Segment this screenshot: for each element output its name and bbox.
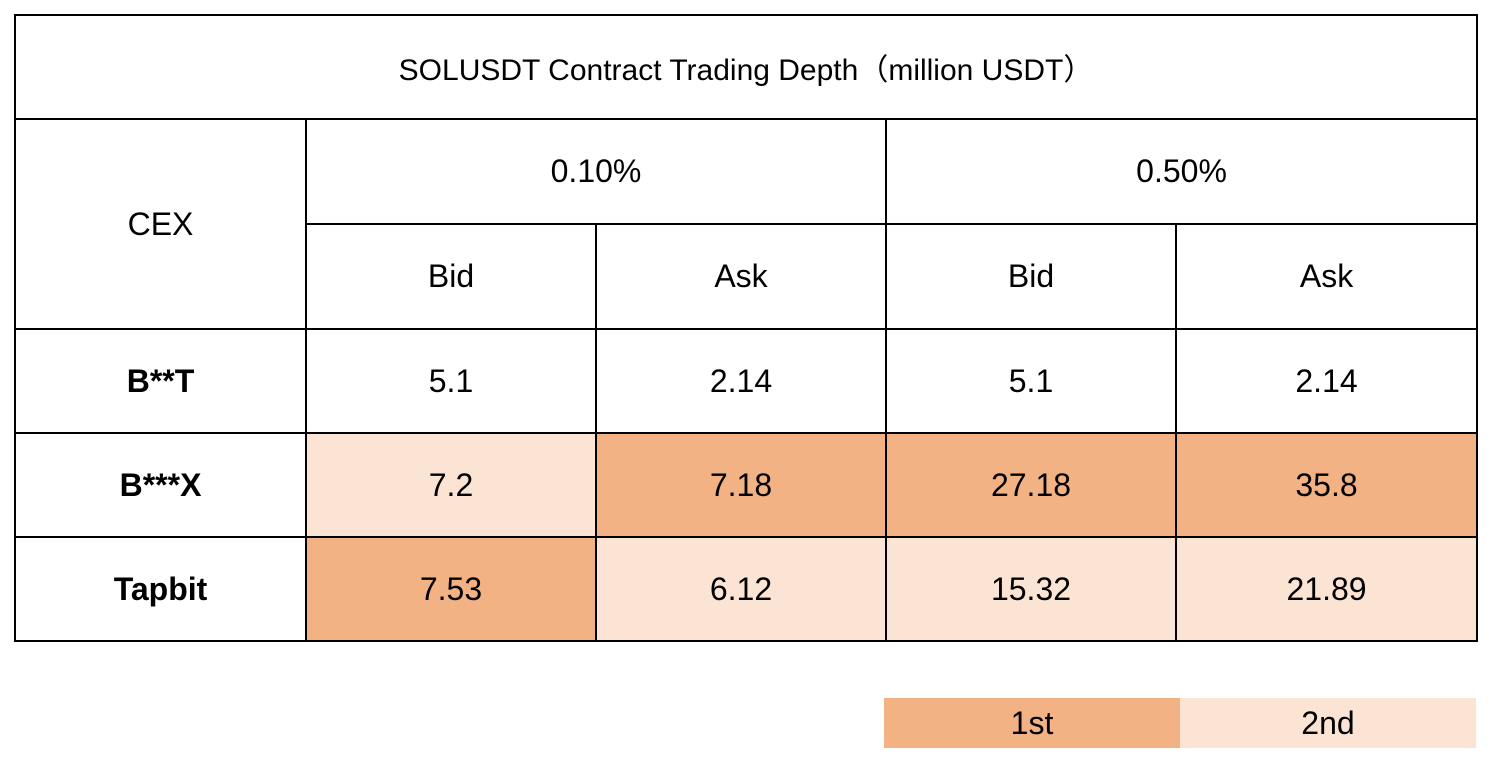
cell-bt-ask-0-10: 2.14 [595,328,887,434]
cell-tapbit-ask-0-10: 6.12 [595,536,887,642]
group-header-0-50: 0.50% [884,118,1479,225]
row-label-tapbit: Tapbit [14,536,307,642]
cell-tapbit-ask-0-50: 21.89 [1174,536,1479,642]
cell-bt-ask-0-50: 2.14 [1174,328,1479,434]
cell-bx-ask-0-10: 7.18 [595,432,887,538]
table-row: Tapbit 7.53 6.12 15.32 21.89 [14,536,1479,642]
cell-bt-bid-0-50: 5.1 [885,328,1177,434]
group-header-row: CEX 0.10% 0.50% [14,118,1479,330]
legend-item-1st: 1st [884,698,1180,748]
cell-bt-bid-0-10: 5.1 [305,328,597,434]
cex-header: CEX [14,118,307,330]
depth-table-wrapper: SOLUSDT Contract Trading Depth（million U… [13,14,1479,642]
depth-table: SOLUSDT Contract Trading Depth（million U… [13,14,1479,642]
legend: 1st 2nd [884,698,1476,748]
cell-bx-bid-0-10: 7.2 [305,432,597,538]
subheader-bid-0-10: Bid [305,223,597,330]
subheader-bid-0-50: Bid [885,223,1177,330]
subheader-ask-0-10: Ask [595,223,887,330]
row-label-bt: B**T [14,328,307,434]
cell-bx-bid-0-50: 27.18 [885,432,1177,538]
cell-tapbit-bid-0-50: 15.32 [885,536,1177,642]
group-header-0-10: 0.10% [305,118,887,225]
cell-tapbit-bid-0-10: 7.53 [305,536,597,642]
row-label-bx: B***X [14,432,307,538]
table-title: SOLUSDT Contract Trading Depth（million U… [13,14,1479,120]
table-row: B***X 7.2 7.18 27.18 35.8 [14,432,1479,538]
table-row: B**T 5.1 2.14 5.1 2.14 [14,328,1479,434]
title-row: SOLUSDT Contract Trading Depth（million U… [13,14,1479,120]
subheader-row: Bid Ask Bid Ask [15,223,1479,330]
cell-bx-ask-0-50: 35.8 [1174,432,1479,538]
legend-item-2nd: 2nd [1180,698,1476,748]
subheader-ask-0-50: Ask [1174,223,1479,330]
